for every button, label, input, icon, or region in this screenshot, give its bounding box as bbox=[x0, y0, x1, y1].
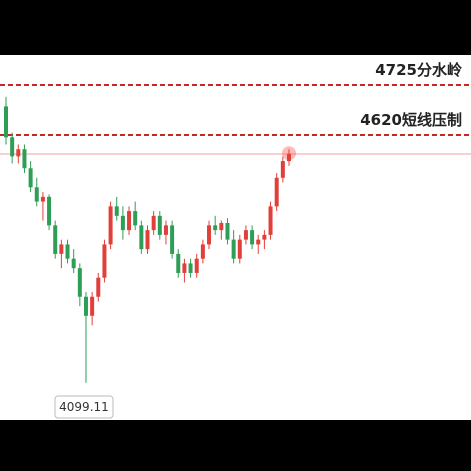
candle-body bbox=[47, 196, 52, 226]
candle-body bbox=[163, 225, 168, 235]
candle-body bbox=[219, 222, 224, 231]
candle-body bbox=[10, 137, 15, 157]
candle-body bbox=[120, 215, 125, 231]
candle-body bbox=[231, 239, 236, 259]
level-label: 4620短线压制 bbox=[360, 111, 462, 129]
min-label-box bbox=[54, 395, 114, 419]
candle-body bbox=[83, 296, 88, 316]
candle-body bbox=[256, 239, 261, 245]
candle-body bbox=[65, 244, 70, 259]
candle-body bbox=[139, 225, 144, 250]
candle-body bbox=[53, 225, 58, 254]
candle-body bbox=[59, 244, 64, 254]
candle-body bbox=[280, 161, 285, 178]
candle-body bbox=[22, 149, 27, 169]
candle-body bbox=[96, 277, 101, 297]
candle-body bbox=[250, 230, 255, 245]
candle-body bbox=[127, 211, 132, 231]
candle-body bbox=[213, 225, 218, 231]
candle-body bbox=[16, 149, 21, 157]
candle-body bbox=[4, 106, 8, 138]
candle-body bbox=[243, 230, 248, 240]
candle-body bbox=[207, 225, 212, 245]
candle-body bbox=[262, 234, 267, 240]
candle-body bbox=[188, 263, 193, 273]
candle-body bbox=[40, 196, 45, 202]
candle-body bbox=[114, 206, 119, 216]
candle-body bbox=[274, 177, 279, 207]
candle-body bbox=[77, 268, 82, 297]
candle-body bbox=[176, 253, 181, 273]
candle-body bbox=[200, 244, 205, 259]
candle-body bbox=[182, 263, 187, 273]
min-label: 4099.11 bbox=[59, 400, 109, 414]
candle-body bbox=[225, 222, 230, 240]
candle-body bbox=[170, 225, 175, 254]
candle-body bbox=[71, 258, 76, 269]
candle-body bbox=[34, 187, 39, 202]
candle-body bbox=[237, 239, 242, 259]
candle-body bbox=[145, 230, 150, 250]
candle-body bbox=[102, 244, 107, 278]
candle-body bbox=[287, 153, 291, 162]
candle-body bbox=[28, 168, 33, 188]
level-label: 4725分水岭 bbox=[375, 61, 462, 79]
candle-body bbox=[157, 215, 162, 235]
candle-body bbox=[268, 206, 273, 235]
candle-body bbox=[108, 206, 113, 245]
candle-body bbox=[194, 258, 199, 273]
candle-body bbox=[90, 296, 95, 316]
candle-body bbox=[133, 211, 138, 226]
candle-body bbox=[151, 215, 156, 231]
plot-background bbox=[0, 55, 471, 420]
